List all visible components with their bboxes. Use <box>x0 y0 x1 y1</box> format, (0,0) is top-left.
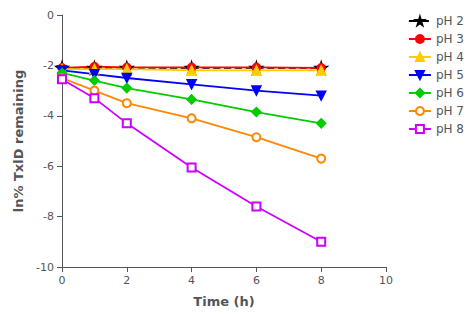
svg-text:pH 5: pH 5 <box>436 68 464 82</box>
svg-text:ln% TxlD remaining: ln% TxlD remaining <box>11 70 26 213</box>
svg-text:6: 6 <box>253 274 260 287</box>
svg-text:0: 0 <box>47 9 54 22</box>
svg-text:0: 0 <box>59 274 66 287</box>
svg-text:pH 2: pH 2 <box>436 14 464 28</box>
svg-text:10: 10 <box>379 274 393 287</box>
svg-text:pH 3: pH 3 <box>436 32 464 46</box>
svg-text:4: 4 <box>188 274 195 287</box>
svg-text:-10: -10 <box>36 261 54 274</box>
svg-text:pH 8: pH 8 <box>436 122 464 136</box>
svg-text:2: 2 <box>123 274 130 287</box>
svg-text:Time (h): Time (h) <box>193 294 254 309</box>
svg-text:-4: -4 <box>43 109 54 122</box>
svg-text:pH 6: pH 6 <box>436 86 464 100</box>
svg-text:-6: -6 <box>43 160 54 173</box>
svg-text:8: 8 <box>318 274 325 287</box>
svg-text:-2: -2 <box>43 59 54 72</box>
svg-text:-8: -8 <box>43 210 54 223</box>
svg-text:pH 7: pH 7 <box>436 104 464 118</box>
svg-text:pH 4: pH 4 <box>436 50 464 64</box>
